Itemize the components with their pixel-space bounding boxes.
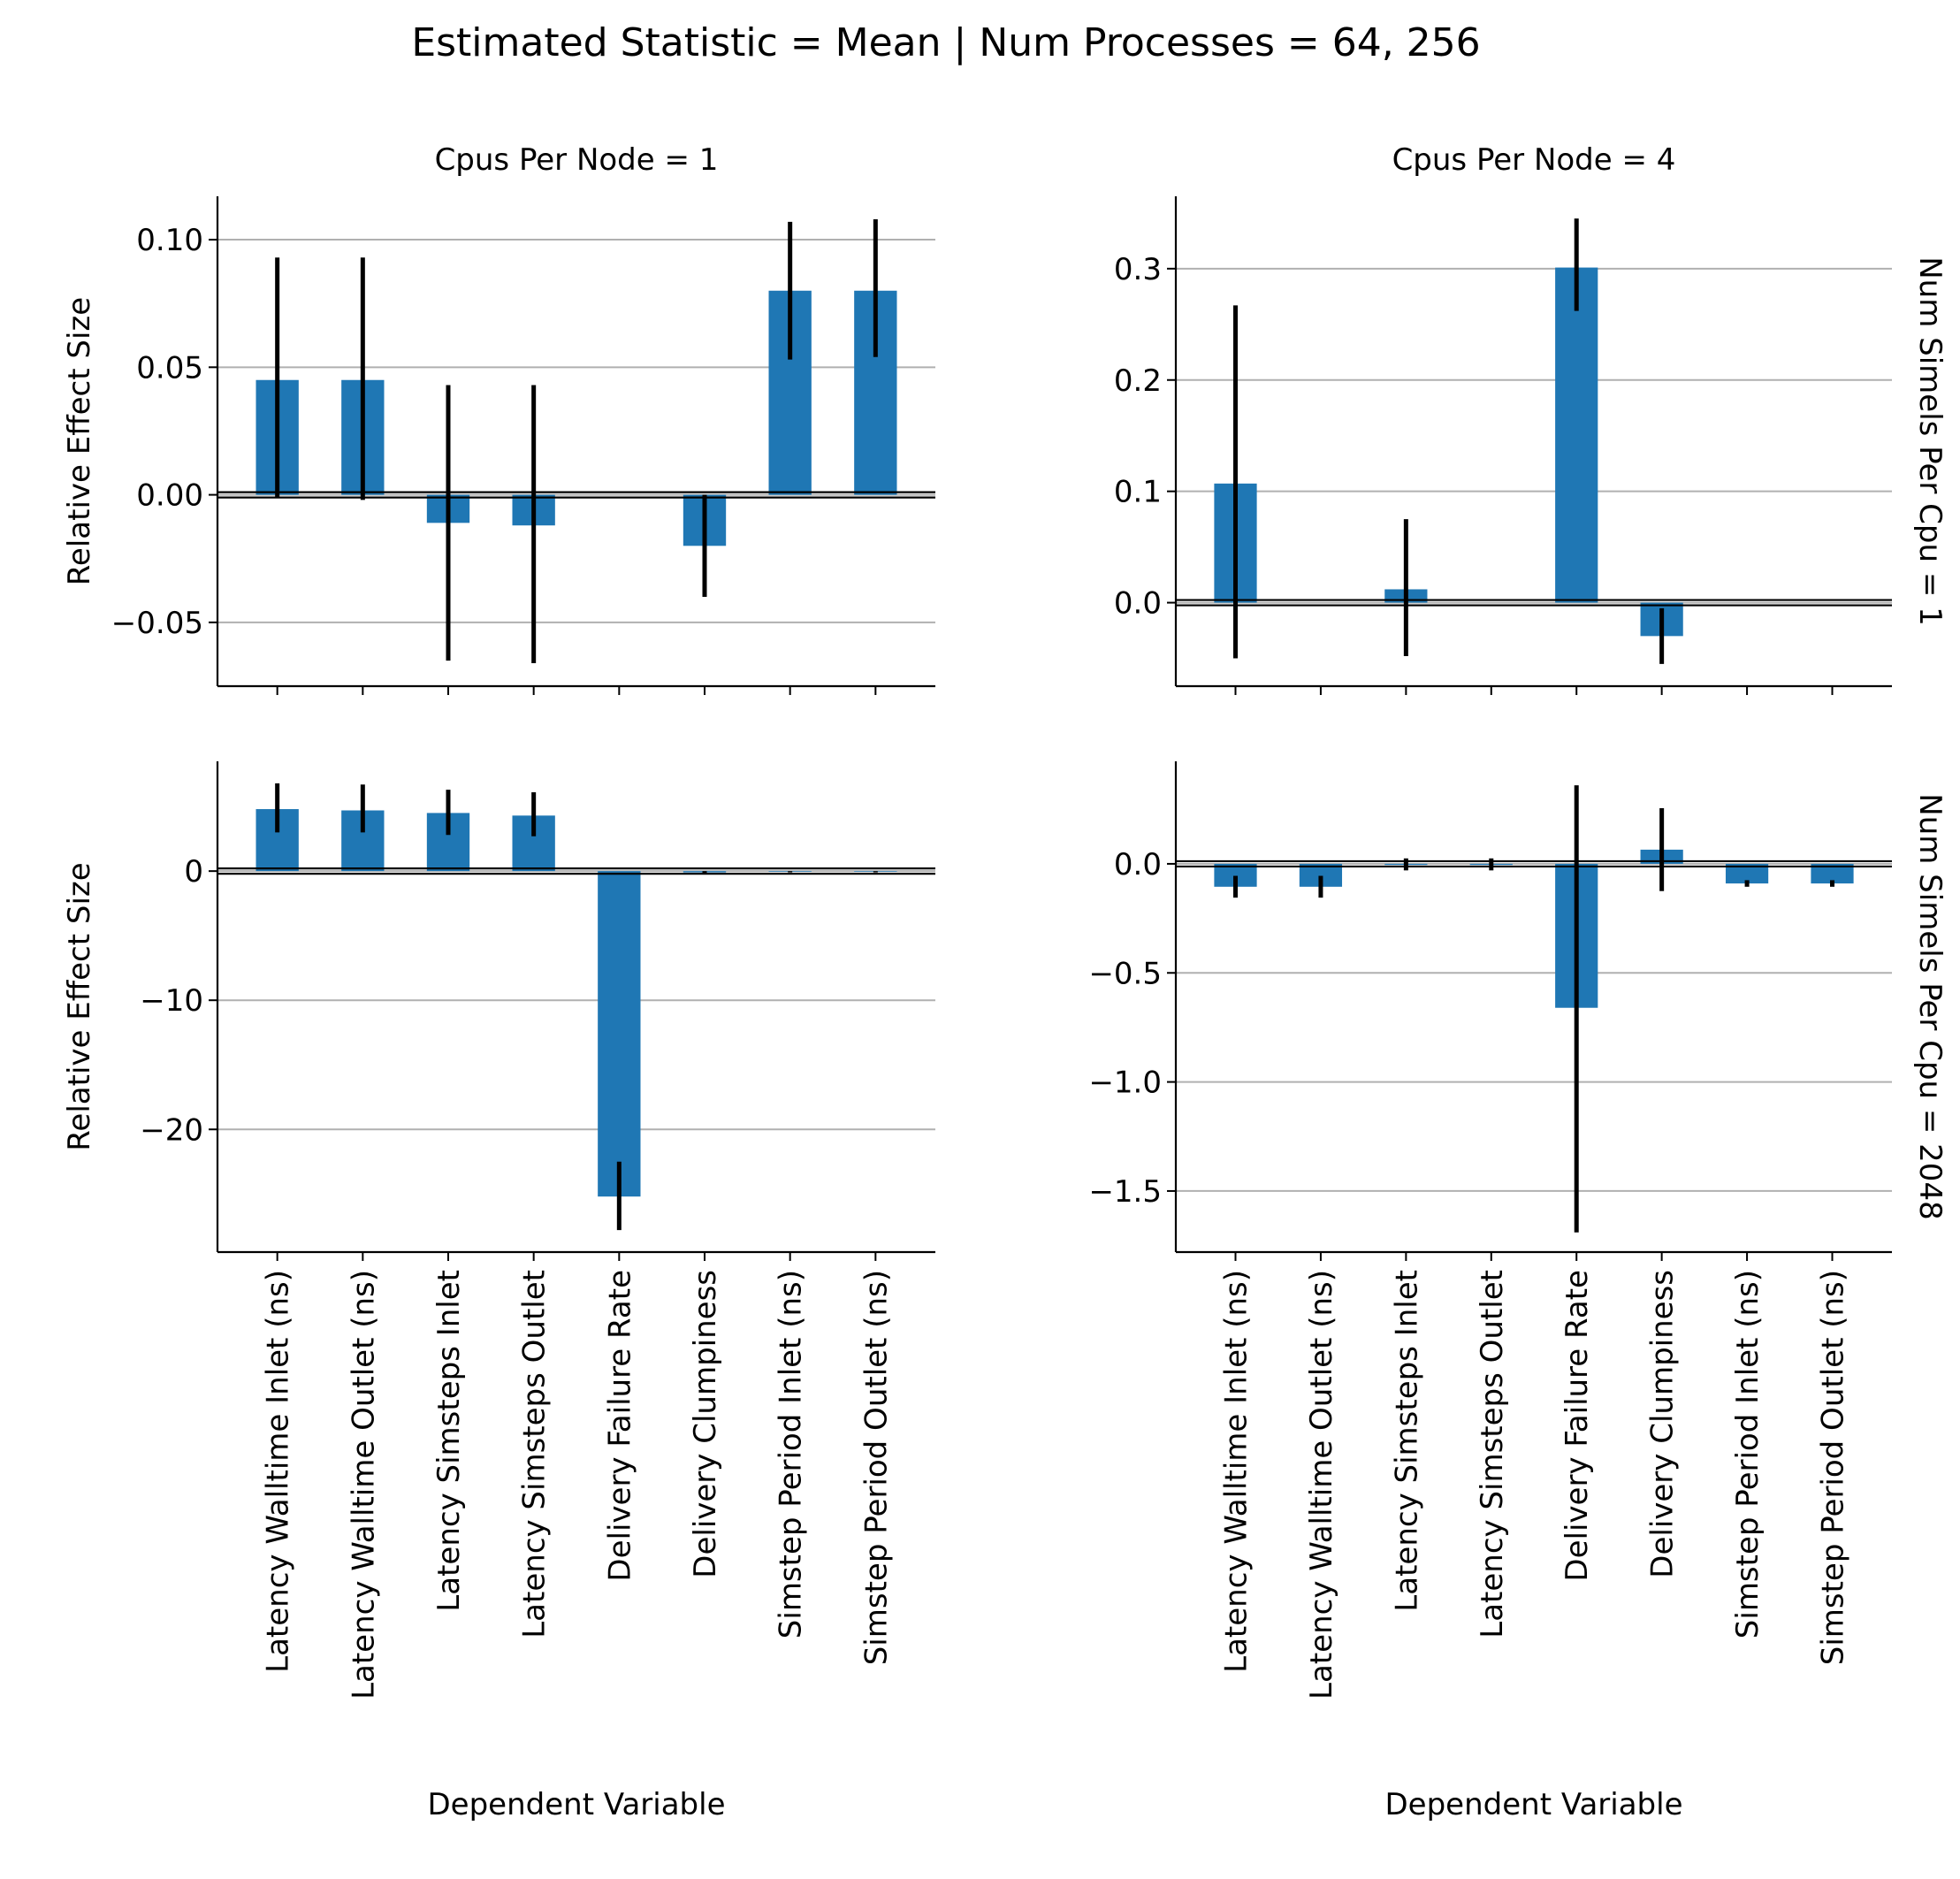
x-axis-label: Dependent Variable	[1385, 1787, 1683, 1822]
figure-suptitle: Estimated Statistic = Mean | Num Process…	[411, 20, 1480, 65]
y-tick-label: 0.3	[1114, 252, 1162, 287]
column-title: Cpus Per Node = 1	[435, 142, 719, 178]
x-tick-label-delivery-clumpiness: Delivery Clumpiness	[688, 1270, 723, 1578]
x-tick-label-simstep-period-inlet-ns: Simstep Period Inlet (ns)	[774, 1270, 809, 1638]
x-tick-label-latency-simsteps-inlet: Latency Simsteps Inlet	[431, 1270, 467, 1612]
bar-simstep-period-inlet-ns	[1725, 863, 1769, 884]
x-tick-label-latency-simsteps-inlet: Latency Simsteps Inlet	[1389, 1270, 1424, 1612]
y-tick-label: 0.00	[136, 478, 203, 514]
x-tick-label-simstep-period-inlet-ns: Simstep Period Inlet (ns)	[1730, 1270, 1766, 1638]
y-tick-label: 0.0	[1114, 586, 1162, 622]
bar-delivery-failure-rate	[1555, 267, 1598, 603]
y-tick-label: −20	[140, 1112, 203, 1148]
bar-simstep-period-outlet-ns	[1811, 863, 1854, 884]
y-tick-label: −1.5	[1088, 1174, 1162, 1210]
x-tick-label-latency-walltime-outlet-ns: Latency Walltime Outlet (ns)	[1304, 1270, 1339, 1700]
y-axis-label: Relative Effect Size	[62, 862, 97, 1150]
row-title: Num Simels Per Cpu = 1	[1912, 256, 1948, 626]
panel-row1-col2: 0.0 0.1 0.2 0.3 Cpus Per Node = 4 Num Simels …	[1114, 142, 1948, 695]
x-tick-label-delivery-clumpiness: Delivery Clumpiness	[1645, 1270, 1681, 1578]
y-tick-label: 0.1	[1114, 475, 1162, 510]
x-axis-label: Dependent Variable	[428, 1787, 726, 1822]
x-tick-label-simstep-period-outlet-ns: Simstep Period Outlet (ns)	[1816, 1270, 1851, 1665]
bar-delivery-failure-rate	[598, 871, 641, 1197]
panel-row2-col1: −20 −10 0 Latency Walltime Inlet (ns) Latenc…	[62, 761, 935, 1822]
column-title: Cpus Per Node = 4	[1392, 142, 1676, 178]
y-tick-label: 0	[184, 854, 203, 890]
y-tick-label: 0.0	[1114, 847, 1162, 882]
x-tick-label-latency-simsteps-outlet: Latency Simsteps Outlet	[517, 1270, 553, 1638]
y-tick-label: 0.2	[1114, 363, 1162, 399]
x-tick-label-delivery-failure-rate: Delivery Failure Rate	[602, 1270, 637, 1582]
x-tick-label-latency-simsteps-outlet: Latency Simsteps Outlet	[1475, 1270, 1510, 1638]
y-axis-label: Relative Effect Size	[62, 297, 97, 585]
y-tick-label: −10	[140, 983, 203, 1019]
x-tick-label-latency-walltime-inlet-ns: Latency Walltime Inlet (ns)	[261, 1270, 296, 1673]
x-tick-label-simstep-period-outlet-ns: Simstep Period Outlet (ns)	[858, 1270, 894, 1665]
y-tick-label: −1.0	[1088, 1066, 1162, 1101]
y-tick-label: −0.05	[111, 606, 203, 641]
x-tick-label-latency-walltime-outlet-ns: Latency Walltime Outlet (ns)	[346, 1270, 381, 1700]
row-title: Num Simels Per Cpu = 2048	[1912, 793, 1948, 1219]
y-tick-label: 0.10	[136, 223, 203, 258]
y-tick-label: 0.05	[136, 350, 203, 386]
x-tick-label-latency-walltime-inlet-ns: Latency Walltime Inlet (ns)	[1219, 1270, 1255, 1673]
panel-row1-col1: −0.05 0.00 0.05 0.10 Cpus Per Node = 1 Relati…	[62, 142, 935, 695]
x-tick-label-delivery-failure-rate: Delivery Failure Rate	[1560, 1270, 1595, 1582]
y-tick-label: −0.5	[1088, 956, 1162, 991]
panel-row2-col2: −1.5 −1.0 −0.5 0.0 Latency Walltime Inlet (n…	[1088, 761, 1948, 1822]
